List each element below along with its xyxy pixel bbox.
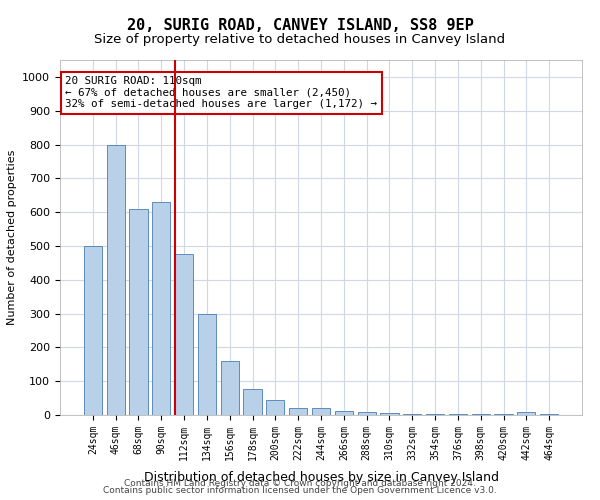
Bar: [472, 414, 490, 415]
Text: Contains public sector information licensed under the Open Government Licence v3: Contains public sector information licen…: [103, 486, 497, 495]
Bar: [494, 414, 512, 415]
Bar: [198, 314, 216, 415]
Text: 20 SURIG ROAD: 110sqm
← 67% of detached houses are smaller (2,450)
32% of semi-d: 20 SURIG ROAD: 110sqm ← 67% of detached …: [65, 76, 377, 109]
Y-axis label: Number of detached properties: Number of detached properties: [7, 150, 17, 325]
Bar: [289, 408, 307, 415]
Bar: [380, 414, 398, 415]
Bar: [266, 400, 284, 415]
Text: 20, SURIG ROAD, CANVEY ISLAND, SS8 9EP: 20, SURIG ROAD, CANVEY ISLAND, SS8 9EP: [127, 18, 473, 32]
Bar: [84, 246, 102, 415]
Bar: [107, 144, 125, 415]
Bar: [517, 412, 535, 415]
Text: Size of property relative to detached houses in Canvey Island: Size of property relative to detached ho…: [94, 32, 506, 46]
Bar: [175, 254, 193, 415]
Bar: [221, 361, 239, 415]
Bar: [403, 414, 421, 415]
Bar: [358, 412, 376, 415]
X-axis label: Distribution of detached houses by size in Canvey Island: Distribution of detached houses by size …: [143, 471, 499, 484]
Bar: [540, 414, 558, 415]
Bar: [244, 388, 262, 415]
Bar: [152, 202, 170, 415]
Bar: [335, 410, 353, 415]
Bar: [130, 209, 148, 415]
Bar: [312, 408, 330, 415]
Bar: [449, 414, 467, 415]
Bar: [426, 414, 444, 415]
Text: Contains HM Land Registry data © Crown copyright and database right 2024.: Contains HM Land Registry data © Crown c…: [124, 478, 476, 488]
